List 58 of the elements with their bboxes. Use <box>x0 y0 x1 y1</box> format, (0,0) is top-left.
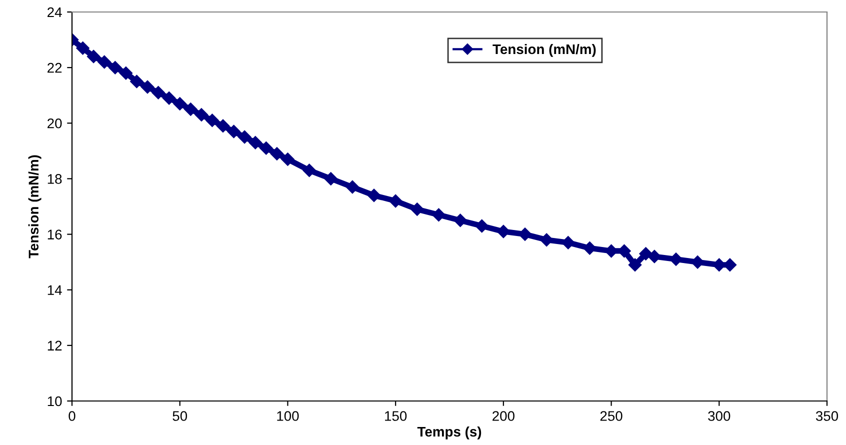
point <box>648 250 662 264</box>
x-tick-label: 200 <box>492 411 514 421</box>
y-tick-label: 24 <box>48 7 62 18</box>
y-tick-label: 10 <box>48 396 62 406</box>
point <box>238 130 252 144</box>
point <box>108 60 122 74</box>
point <box>206 114 219 127</box>
point <box>119 66 133 80</box>
point <box>260 142 273 155</box>
point <box>690 255 704 269</box>
point <box>248 136 262 150</box>
x-axis-title: Temps (s) <box>417 426 482 440</box>
point <box>388 194 402 208</box>
y-tick-label: 22 <box>48 62 62 73</box>
point <box>270 147 284 160</box>
point <box>518 228 532 241</box>
y-tick-label: 12 <box>48 340 62 350</box>
point <box>432 208 446 222</box>
legend-label: Tension (mN/m) <box>492 44 596 57</box>
point <box>86 50 100 64</box>
point <box>184 102 198 116</box>
point <box>281 152 294 166</box>
x-tick-label: 50 <box>172 411 188 421</box>
x-tick-label: 100 <box>277 411 299 421</box>
point <box>669 252 683 266</box>
point <box>76 42 90 55</box>
point <box>454 214 467 227</box>
point <box>216 119 230 133</box>
point <box>162 92 176 105</box>
point <box>173 97 186 110</box>
y-tick-label: 14 <box>48 285 62 295</box>
point <box>324 172 338 186</box>
point <box>152 86 165 100</box>
y-tick-label: 18 <box>48 174 62 184</box>
point <box>583 242 596 255</box>
x-tick-label: 300 <box>708 411 730 421</box>
point <box>562 236 575 250</box>
point <box>130 74 144 88</box>
point <box>496 224 510 238</box>
y-tick-label: 16 <box>48 230 62 240</box>
point <box>346 180 360 194</box>
x-tick-label: 350 <box>816 411 838 421</box>
point <box>98 55 111 69</box>
point <box>628 258 642 272</box>
point <box>410 202 424 216</box>
x-tick-label: 250 <box>600 411 622 421</box>
point <box>540 233 554 246</box>
point <box>367 188 381 202</box>
point <box>227 124 240 138</box>
point <box>302 164 316 177</box>
point <box>639 247 652 260</box>
x-tick-label: 0 <box>68 411 76 421</box>
point <box>194 108 208 122</box>
y-tick-label: 20 <box>48 118 62 128</box>
point <box>475 219 488 233</box>
x-tick-label: 150 <box>385 411 407 421</box>
point <box>140 80 154 94</box>
y-axis-title: Tension (mN/m) <box>28 155 42 258</box>
